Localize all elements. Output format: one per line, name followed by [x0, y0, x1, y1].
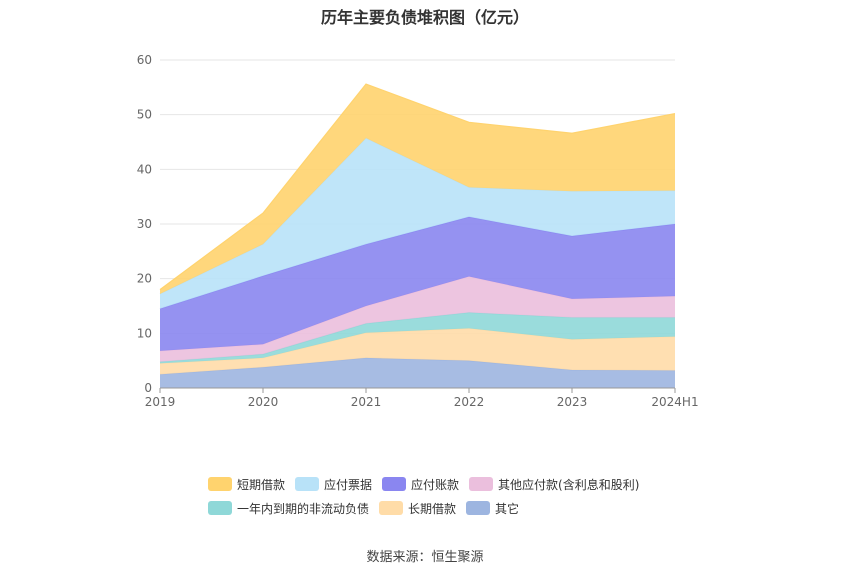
x-tick-label: 2022 — [454, 395, 485, 409]
legend-item[interactable]: 短期借款 — [208, 476, 285, 493]
x-tick-label: 2019 — [145, 395, 176, 409]
x-tick-label: 2024H1 — [651, 395, 698, 409]
legend-item[interactable]: 一年内到期的非流动负债 — [208, 500, 369, 517]
x-tick-label: 2021 — [351, 395, 382, 409]
data-source: 数据来源：恒生聚源 — [366, 550, 484, 565]
legend-label: 一年内到期的非流动负债 — [237, 501, 370, 516]
area-series — [159, 83, 676, 388]
legend-item[interactable]: 其它 — [466, 500, 519, 517]
legend-swatch — [469, 477, 494, 491]
legend-item[interactable]: 应付账款 — [382, 476, 459, 493]
legend: 短期借款 应付票据 应付账款 其他应付款(含利息和股利) 一年内到期的非流动负债 长期借… — [208, 472, 668, 520]
y-tick-label: 50 — [137, 108, 152, 122]
legend-swatch — [379, 501, 404, 515]
area-series-一年内到期的非流动负债 — [160, 312, 675, 364]
legend-item[interactable]: 应付票据 — [295, 476, 372, 493]
legend-row: 短期借款 应付票据 应付账款 其他应付款(含利息和股利) — [208, 472, 668, 496]
y-tick-label: 30 — [137, 217, 152, 231]
y-tick-label: 10 — [137, 326, 152, 340]
chart-title: 历年主要负债堆积图（亿元） — [320, 8, 529, 27]
y-tick-label: 60 — [137, 53, 152, 67]
stacked-area-chart: 0 10 20 30 40 50 60 2019 2020 2021 2022 2023 2024H1 — [137, 53, 699, 409]
legend-row: 一年内到期的非流动负债 长期借款 其它 — [208, 496, 668, 520]
area-series-line — [159, 83, 676, 291]
area-series-应付账款 — [160, 216, 675, 351]
axes: 0 10 20 30 40 50 60 2019 2020 2021 2022 2023 2024H1 — [137, 53, 699, 409]
area-series-应付票据 — [160, 138, 675, 309]
legend-swatch — [466, 501, 491, 515]
legend-label: 其他应付款(含利息和股利) — [498, 477, 640, 492]
legend-swatch — [208, 477, 232, 491]
legend-item[interactable]: 长期借款 — [379, 500, 456, 517]
area-series-短期借款 — [160, 84, 675, 294]
x-tick-label: 2023 — [557, 395, 588, 409]
area-series-其他应付款(含利息和股利) — [160, 276, 675, 362]
y-tick-label: 20 — [137, 272, 152, 286]
legend-label: 短期借款 — [237, 477, 286, 492]
legend-swatch — [382, 477, 407, 491]
legend-swatch — [295, 477, 320, 491]
y-tick-label: 40 — [137, 162, 152, 176]
x-tick-label: 2020 — [248, 395, 279, 409]
legend-label: 应付账款 — [411, 477, 460, 492]
legend-swatch — [208, 501, 232, 515]
legend-label: 其它 — [495, 501, 520, 516]
y-tick-label: 0 — [144, 381, 152, 395]
legend-label: 应付票据 — [324, 477, 373, 492]
legend-item[interactable]: 其他应付款(含利息和股利) — [469, 476, 639, 493]
legend-label: 长期借款 — [408, 501, 457, 516]
area-series-长期借款 — [160, 328, 675, 375]
